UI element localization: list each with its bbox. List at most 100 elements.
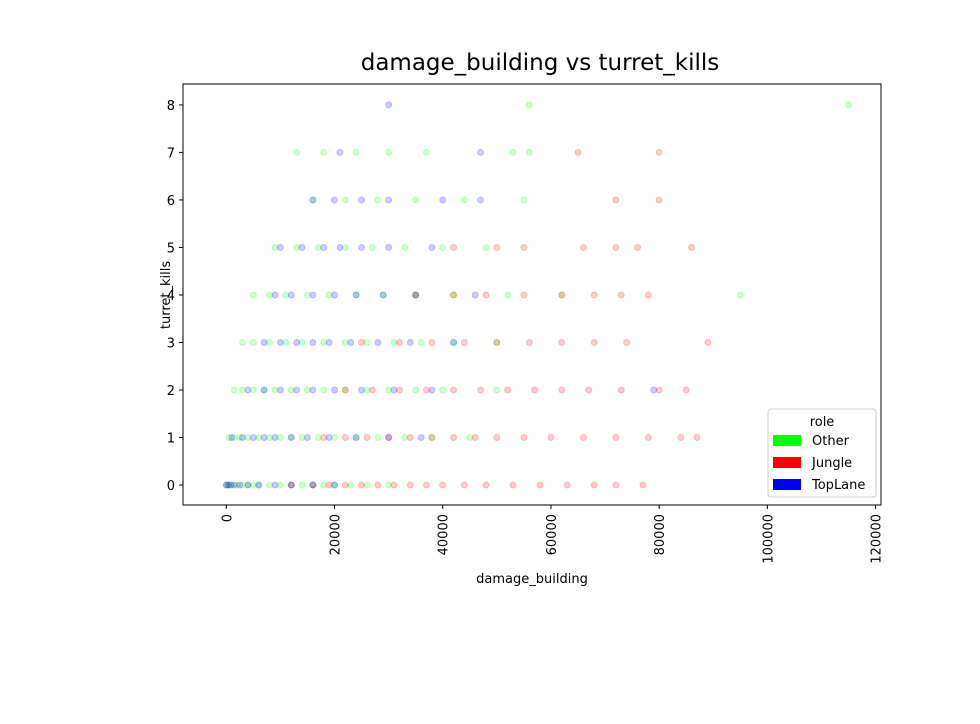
scatter-point [249,386,257,394]
scatter-point [309,196,317,204]
scatter-point [390,386,398,394]
scatter-point [736,291,744,299]
scatter-point [320,338,328,346]
x-tick-label: 40000 [437,514,452,555]
scatter-point [590,338,598,346]
scatter-point [450,243,458,251]
scatter-point [276,338,284,346]
scatter-point [450,291,458,299]
scatter-point [412,291,420,299]
scatter-point [225,481,233,489]
scatter-point [655,386,663,394]
scatter-point [309,291,317,299]
scatter-point [287,291,295,299]
scatter-point [395,338,403,346]
scatter-point [493,338,501,346]
scatter-point [450,386,458,394]
scatter-point [287,434,295,442]
scatter-point [363,434,371,442]
scatter-point [412,291,420,299]
x-tick-label: 120000 [870,514,885,564]
scatter-point [579,243,587,251]
scatter-point [704,338,712,346]
scatter-point [239,386,247,394]
scatter-point [266,434,274,442]
scatter-point [428,243,436,251]
scatter-point [287,481,295,489]
scatter-point [230,481,238,489]
scatter-point [655,196,663,204]
scatter-point [222,481,230,489]
scatter-point [236,481,244,489]
scatter-point [385,101,393,109]
scatter-point [374,481,382,489]
scatter-point [358,196,366,204]
x-axis-label: damage_building [476,572,588,587]
scatter-point [590,481,598,489]
scatter-point [336,148,344,156]
scatter-point [341,386,349,394]
scatter-point [439,243,447,251]
y-tick-label: 0 [167,479,175,494]
scatter-point [298,243,306,251]
y-tick-label: 2 [167,384,175,399]
scatter-point [271,434,279,442]
scatter-point [417,434,425,442]
scatter-point [623,338,631,346]
chart-title: damage_building vs turret_kills [361,50,720,76]
y-tick-label: 4 [167,289,175,304]
scatter-point [224,481,232,489]
scatter-point [320,386,328,394]
scatter-point [271,243,279,251]
scatter-point [531,386,539,394]
scatter-point [228,434,236,442]
scatter-point [255,481,263,489]
scatter-point [374,434,382,442]
scatter-point [276,481,284,489]
scatter-point [239,481,247,489]
scatter-point [260,386,268,394]
scatter-point [406,338,414,346]
scatter-point [450,338,458,346]
scatter-point [325,291,333,299]
scatter-point [379,291,387,299]
scatter-point [244,481,252,489]
scatter-point [412,291,420,299]
y-tick-label: 8 [167,99,175,114]
scatter-point [331,481,339,489]
scatter-point [249,434,257,442]
scatter-point [358,386,366,394]
scatter-point [303,386,311,394]
scatter-point [520,243,528,251]
scatter-point [236,434,244,442]
scatter-point [260,386,268,394]
scatter-point [314,434,322,442]
scatter-point [536,481,544,489]
scatter-point [477,148,485,156]
scatter-point [347,481,355,489]
scatter-point [482,243,490,251]
plot-area [222,101,853,489]
scatter-point [460,481,468,489]
x-tick-label: 100000 [761,514,776,564]
scatter-point [617,291,625,299]
scatter-point [422,386,430,394]
scatter-point [287,386,295,394]
x-tick-label: 60000 [545,514,560,555]
scatter-point [325,481,333,489]
scatter-point [230,386,238,394]
legend: role Other Jungle TopLane [767,408,877,498]
scatter-point [287,434,295,442]
scatter-point [460,338,468,346]
scatter-point [477,196,485,204]
scatter-point [368,243,376,251]
scatter-point [401,243,409,251]
scatter-point [509,148,517,156]
y-tick-label: 1 [167,432,175,447]
scatter-point [504,386,512,394]
scatter-point [417,338,425,346]
scatter-point [845,101,853,109]
scatter-point [228,481,236,489]
x-tick-label: 0 [220,514,235,522]
